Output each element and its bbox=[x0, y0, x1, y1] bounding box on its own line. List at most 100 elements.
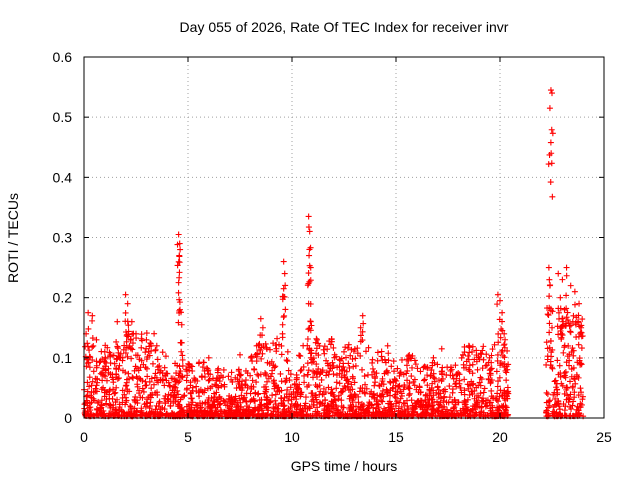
data-point bbox=[473, 347, 480, 354]
data-point bbox=[402, 408, 409, 415]
data-point bbox=[282, 306, 289, 313]
data-point bbox=[446, 394, 453, 401]
data-point bbox=[543, 409, 550, 416]
data-point bbox=[97, 370, 104, 377]
data-point bbox=[323, 372, 330, 379]
data-point bbox=[397, 395, 404, 402]
data-point bbox=[307, 264, 314, 271]
data-point bbox=[286, 377, 293, 384]
data-point bbox=[306, 228, 313, 235]
data-point bbox=[92, 388, 99, 395]
data-point bbox=[438, 377, 445, 384]
data-point bbox=[421, 377, 428, 384]
data-point bbox=[489, 402, 496, 409]
data-point bbox=[284, 358, 291, 365]
data-point bbox=[339, 388, 346, 395]
y-tick-label: 0 bbox=[64, 410, 72, 426]
data-point bbox=[179, 352, 186, 359]
data-point bbox=[464, 410, 471, 417]
data-point bbox=[330, 371, 337, 378]
data-point bbox=[455, 412, 462, 419]
data-point bbox=[287, 371, 294, 378]
data-point bbox=[391, 408, 398, 415]
data-point bbox=[247, 390, 254, 397]
data-point bbox=[189, 384, 196, 391]
data-point bbox=[333, 372, 340, 379]
data-point bbox=[139, 337, 146, 344]
data-point bbox=[469, 361, 476, 368]
y-tick-label: 0.1 bbox=[53, 350, 73, 366]
data-point bbox=[278, 342, 285, 349]
y-tick-label: 0.5 bbox=[53, 109, 73, 125]
data-point bbox=[338, 366, 345, 373]
data-point bbox=[569, 318, 576, 325]
data-point bbox=[360, 407, 367, 414]
data-point bbox=[284, 409, 291, 416]
data-point bbox=[390, 358, 397, 365]
data-point bbox=[494, 357, 501, 364]
data-point bbox=[132, 352, 139, 359]
data-point bbox=[336, 380, 343, 387]
data-point bbox=[504, 384, 511, 391]
tick-marks bbox=[83, 56, 605, 419]
data-point bbox=[571, 394, 578, 401]
data-point bbox=[136, 387, 143, 394]
data-point bbox=[278, 351, 285, 358]
data-point bbox=[113, 371, 120, 378]
data-point bbox=[559, 332, 566, 339]
data-point bbox=[408, 373, 415, 380]
data-point bbox=[274, 335, 281, 342]
data-point bbox=[579, 396, 586, 403]
data-point bbox=[287, 404, 294, 411]
data-point bbox=[242, 367, 249, 374]
data-point bbox=[310, 358, 317, 365]
data-point bbox=[579, 316, 586, 323]
data-point bbox=[167, 392, 174, 399]
data-point bbox=[203, 365, 210, 372]
data-point bbox=[349, 373, 356, 380]
data-point bbox=[558, 330, 565, 337]
data-point bbox=[102, 355, 109, 362]
data-point bbox=[447, 367, 454, 374]
data-point bbox=[363, 385, 370, 392]
data-point bbox=[206, 403, 213, 410]
data-point bbox=[183, 368, 190, 375]
data-point bbox=[152, 370, 159, 377]
data-point bbox=[258, 355, 265, 362]
data-point bbox=[376, 383, 383, 390]
data-point bbox=[228, 400, 235, 407]
data-point bbox=[98, 386, 105, 393]
data-point bbox=[147, 340, 154, 347]
data-point bbox=[430, 405, 437, 412]
data-point bbox=[228, 376, 235, 383]
data-point bbox=[285, 397, 292, 404]
data-point bbox=[151, 381, 158, 388]
y-tick-label: 0.4 bbox=[53, 169, 73, 185]
data-point bbox=[484, 402, 491, 409]
data-point bbox=[501, 387, 508, 394]
data-point bbox=[281, 270, 288, 277]
data-point bbox=[545, 264, 552, 271]
data-point bbox=[564, 384, 571, 391]
data-point bbox=[269, 392, 276, 399]
data-point bbox=[482, 412, 489, 419]
data-point bbox=[422, 398, 429, 405]
data-point bbox=[189, 399, 196, 406]
data-point bbox=[277, 370, 284, 377]
data-point bbox=[543, 339, 550, 346]
data-point bbox=[313, 361, 320, 368]
data-point bbox=[572, 380, 579, 387]
data-point bbox=[570, 347, 577, 354]
data-point bbox=[273, 342, 280, 349]
data-point bbox=[171, 383, 178, 390]
data-point bbox=[147, 392, 154, 399]
data-point bbox=[143, 336, 150, 343]
data-point bbox=[566, 362, 573, 369]
data-point bbox=[213, 377, 220, 384]
data-point bbox=[347, 352, 354, 359]
data-point bbox=[154, 391, 161, 398]
data-point bbox=[549, 346, 556, 353]
data-point bbox=[488, 387, 495, 394]
data-point bbox=[123, 379, 130, 386]
data-point bbox=[549, 130, 556, 137]
